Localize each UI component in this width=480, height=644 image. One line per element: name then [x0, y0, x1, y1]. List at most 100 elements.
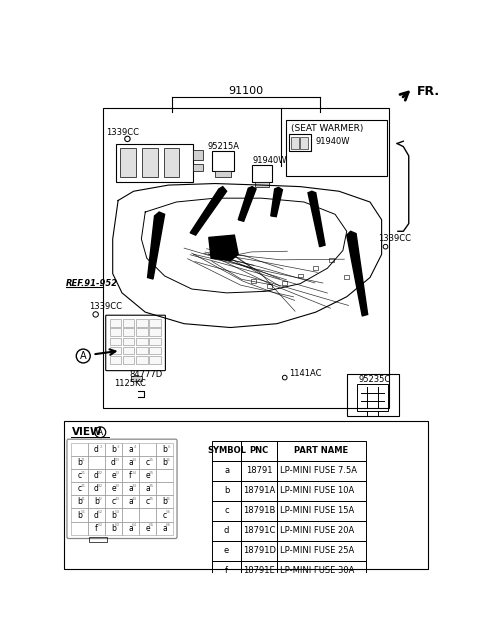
Bar — [298, 274, 302, 278]
Text: a: a — [128, 497, 133, 506]
Bar — [88, 495, 105, 509]
Bar — [123, 356, 134, 364]
Bar — [212, 440, 241, 460]
Text: 56: 56 — [166, 510, 171, 514]
Text: c: c — [77, 484, 82, 493]
Bar — [136, 337, 147, 345]
Bar — [345, 275, 349, 279]
Text: a: a — [128, 524, 133, 533]
Bar — [89, 537, 107, 542]
Bar — [88, 456, 105, 469]
Polygon shape — [238, 187, 256, 222]
Text: 18791A: 18791A — [243, 486, 276, 495]
Bar — [136, 319, 147, 327]
Bar — [136, 356, 147, 364]
Bar — [347, 374, 399, 416]
Text: PART NAME: PART NAME — [295, 446, 348, 455]
Bar — [193, 164, 203, 171]
Bar — [241, 521, 277, 541]
Text: FR.: FR. — [417, 84, 440, 98]
Text: 15: 15 — [149, 458, 154, 462]
Bar — [122, 509, 139, 522]
Bar — [88, 522, 105, 535]
Text: 34: 34 — [132, 484, 137, 488]
Text: 63: 63 — [114, 523, 120, 527]
Text: 22: 22 — [97, 471, 103, 475]
Text: 95215A: 95215A — [207, 142, 239, 151]
Bar — [132, 376, 142, 381]
Bar — [149, 328, 161, 336]
Bar — [139, 482, 156, 495]
Bar — [212, 460, 241, 481]
Bar — [120, 148, 136, 177]
Text: b: b — [162, 445, 167, 454]
Bar — [139, 456, 156, 469]
Text: a: a — [128, 458, 133, 467]
Bar — [291, 137, 299, 149]
Bar — [88, 443, 105, 456]
Text: 31: 31 — [81, 484, 85, 488]
Text: 41: 41 — [81, 497, 85, 501]
Text: d: d — [94, 445, 99, 454]
Text: d: d — [224, 526, 229, 535]
Text: a: a — [145, 484, 150, 493]
Text: 18791: 18791 — [246, 466, 273, 475]
Text: LP-MINI FUSE 30A: LP-MINI FUSE 30A — [280, 566, 354, 575]
Bar — [149, 319, 161, 327]
Text: 66: 66 — [166, 523, 171, 527]
Bar — [105, 495, 122, 509]
Bar — [156, 456, 173, 469]
Text: d: d — [111, 458, 116, 467]
Text: 33: 33 — [114, 484, 120, 488]
Text: 95235C: 95235C — [359, 375, 391, 384]
Text: 43: 43 — [115, 497, 120, 501]
Text: 64: 64 — [132, 523, 137, 527]
Text: b: b — [77, 511, 82, 520]
Bar — [156, 522, 173, 535]
Bar — [123, 337, 134, 345]
Bar — [156, 469, 173, 482]
Bar — [123, 319, 134, 327]
Bar — [282, 281, 287, 285]
Text: LP-MINI FUSE 15A: LP-MINI FUSE 15A — [280, 506, 354, 515]
Bar — [313, 266, 318, 270]
Text: 1339CC: 1339CC — [89, 302, 122, 311]
Bar — [136, 328, 147, 336]
Bar — [139, 522, 156, 535]
Text: a: a — [128, 484, 133, 493]
Text: c: c — [145, 497, 150, 506]
Bar — [116, 144, 193, 182]
Text: a: a — [128, 445, 133, 454]
Bar — [277, 521, 366, 541]
Text: SYMBOL: SYMBOL — [207, 446, 246, 455]
Text: PNC: PNC — [250, 446, 269, 455]
Bar — [109, 328, 121, 336]
Text: 91940W: 91940W — [316, 137, 350, 146]
Bar — [105, 482, 122, 495]
Text: 6: 6 — [168, 444, 171, 449]
Text: b: b — [224, 486, 229, 495]
Bar — [193, 149, 203, 160]
Bar — [212, 561, 241, 581]
Text: b: b — [162, 497, 167, 506]
Text: 25: 25 — [148, 471, 154, 475]
Bar — [88, 469, 105, 482]
Bar — [122, 482, 139, 495]
Text: VIEW: VIEW — [72, 427, 103, 437]
Text: d: d — [94, 511, 99, 520]
Bar — [71, 522, 88, 535]
Bar — [156, 443, 173, 456]
Text: e: e — [145, 524, 150, 533]
Text: 1141AC: 1141AC — [289, 369, 322, 378]
Bar — [255, 182, 269, 187]
Bar — [139, 443, 156, 456]
Bar — [149, 356, 161, 364]
Text: 91100: 91100 — [228, 86, 264, 96]
Bar — [329, 258, 334, 262]
Text: b: b — [111, 524, 116, 533]
Text: LP-MINI FUSE 10A: LP-MINI FUSE 10A — [280, 486, 354, 495]
Bar — [241, 481, 277, 501]
Bar — [289, 134, 311, 151]
Bar — [105, 522, 122, 535]
Text: b: b — [77, 497, 82, 506]
